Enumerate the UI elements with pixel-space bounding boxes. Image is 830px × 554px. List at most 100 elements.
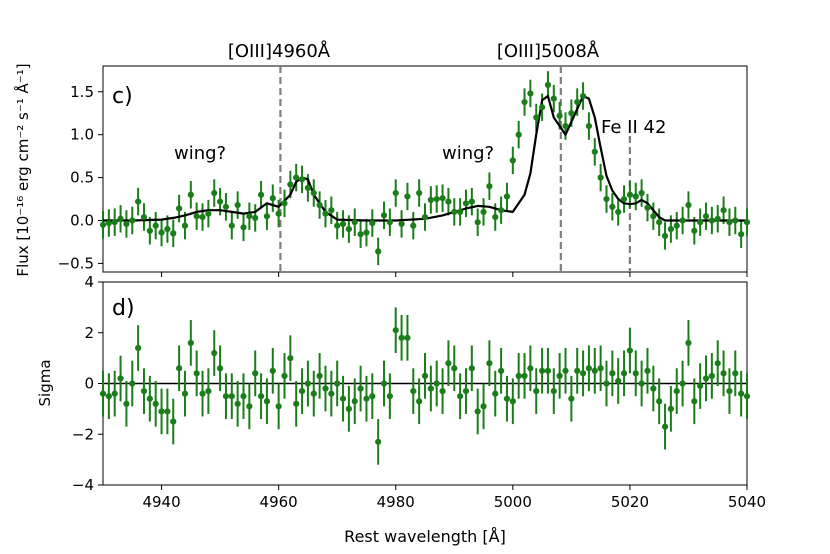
sigma-point — [375, 438, 382, 445]
sigma-point — [562, 367, 569, 374]
flux-point — [585, 122, 593, 130]
flux-point — [398, 220, 405, 228]
flux-point — [410, 222, 417, 229]
flux-point — [544, 81, 552, 88]
sigma-point — [468, 365, 475, 372]
sigma-point — [650, 385, 657, 392]
flux-point — [656, 219, 663, 226]
panel-d-x-ticks: 4940 4960 4980 5000 5020 5040 — [142, 485, 766, 511]
sigma-point — [661, 423, 669, 430]
panel-d-label: d) — [112, 296, 135, 321]
sigma-point — [503, 395, 511, 402]
sigma-point — [626, 347, 634, 354]
panel-d-x-tick-label: 4980 — [377, 493, 415, 511]
flux-point — [638, 189, 645, 197]
flux-point — [275, 210, 282, 217]
sigma-point — [538, 367, 546, 374]
flux-point — [620, 195, 628, 203]
sigma-point — [257, 393, 265, 400]
sigma-point — [105, 393, 112, 400]
sigma-point — [574, 367, 581, 374]
flux-point — [527, 90, 534, 97]
flux-point — [480, 208, 487, 216]
flux-point — [117, 215, 124, 222]
sigma-point — [293, 400, 300, 407]
flux-point — [211, 189, 218, 197]
flux-point — [205, 210, 212, 217]
sigma-point — [515, 372, 522, 379]
panel-c: −0.5 0.0 0.5 1.0 1.5 c) wing? wing? Fe II 42… — [13, 40, 751, 277]
flux-point — [685, 201, 692, 209]
panel-d-y-tick-label: 4 — [84, 273, 94, 291]
flux-point — [158, 229, 165, 236]
sigma-point — [240, 393, 247, 400]
sigma-point — [550, 388, 557, 395]
sigma-point — [357, 385, 364, 392]
sigma-point — [345, 405, 352, 412]
flux-point — [538, 104, 546, 111]
sigma-point — [732, 370, 739, 377]
flux-point — [176, 205, 183, 212]
flux-point — [357, 231, 364, 238]
sigma-point — [457, 393, 464, 400]
sigma-point — [135, 344, 142, 352]
flux-point — [252, 214, 259, 222]
sigma-point — [743, 393, 751, 400]
sigma-point — [298, 388, 306, 395]
flux-point — [146, 227, 153, 234]
flux-point — [609, 203, 616, 210]
sigma-point — [656, 398, 663, 405]
sigma-point — [568, 395, 575, 402]
panel-c-label: c) — [112, 84, 133, 109]
sigma-point — [176, 365, 183, 372]
sigma-point — [544, 367, 552, 374]
sigma-point — [363, 395, 370, 402]
flux-point — [486, 183, 493, 190]
flux-point — [661, 232, 669, 240]
flux-point — [246, 213, 253, 220]
flux-point — [316, 201, 323, 209]
panel-d-x-tick-label: 5000 — [494, 493, 532, 511]
panel-d-y-label: Sigma — [36, 359, 54, 406]
sigma-point — [492, 390, 499, 397]
flux-point — [732, 217, 739, 224]
panel-c-y-label: Flux [10⁻¹⁶ erg cm⁻² s⁻¹ Å⁻¹] — [13, 63, 32, 276]
flux-point — [691, 227, 698, 234]
sigma-point — [334, 380, 341, 387]
sigma-point — [310, 390, 317, 397]
sigma-point — [533, 388, 540, 395]
panel-d-y-ticks: −4 −2 0 2 4 — [72, 273, 103, 494]
flux-point — [363, 229, 370, 236]
flux-point — [468, 198, 475, 205]
flux-point — [743, 219, 751, 226]
flux-point — [216, 198, 224, 205]
flux-point — [263, 213, 271, 220]
panel-d-points — [99, 327, 751, 445]
panel-d-y-tick-label: −4 — [72, 476, 94, 494]
sigma-point — [287, 355, 294, 362]
sigma-point — [702, 375, 710, 382]
sigma-point — [152, 400, 159, 407]
sigma-point — [269, 367, 276, 374]
flux-point — [99, 221, 107, 228]
flux-point — [369, 219, 376, 227]
fe-ii-label: Fe II 42 — [601, 117, 666, 138]
sigma-point — [509, 398, 516, 405]
sigma-point — [609, 370, 616, 377]
flux-point — [697, 219, 704, 226]
sigma-point — [726, 388, 733, 395]
sigma-point — [234, 400, 241, 407]
flux-point — [351, 219, 358, 226]
panel-c-y-tick-label: 0.5 — [70, 169, 94, 187]
flux-point — [632, 193, 639, 200]
sigma-point — [416, 398, 423, 405]
flux-point — [427, 196, 434, 203]
flux-point — [644, 204, 651, 211]
model-line — [103, 94, 747, 222]
flux-point — [199, 213, 206, 221]
flux-point — [345, 225, 352, 233]
sigma-point — [369, 393, 376, 400]
sigma-point — [158, 408, 165, 415]
sigma-point — [708, 372, 715, 379]
